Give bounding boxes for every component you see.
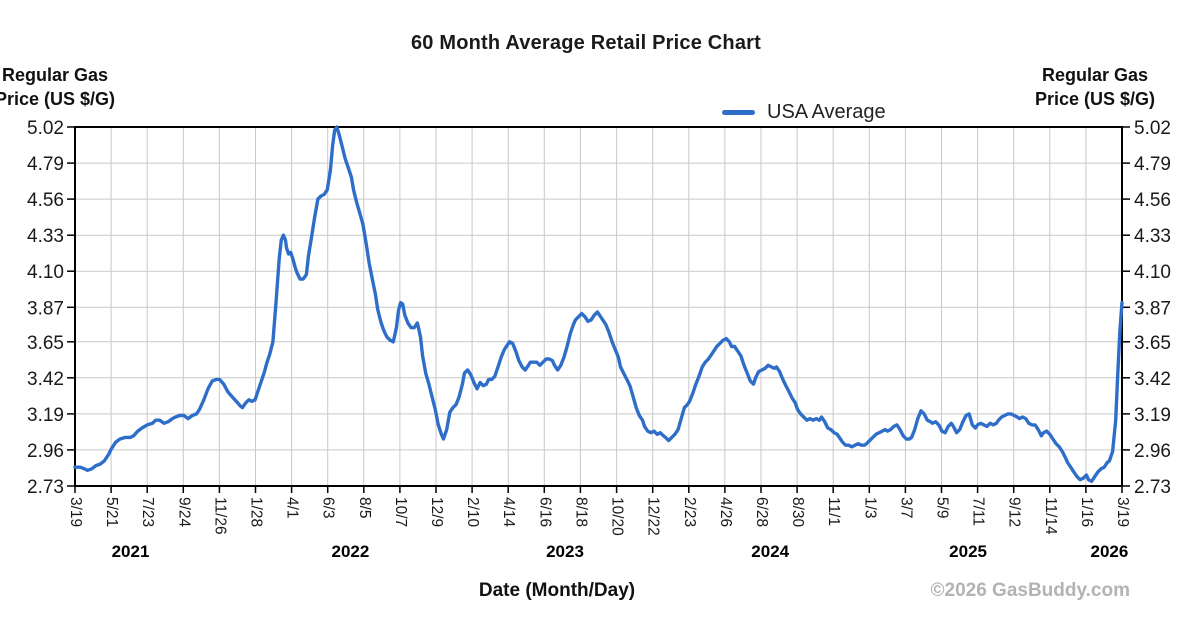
- year-label: 2025: [949, 542, 987, 561]
- y-tick-label: 4.56: [1134, 190, 1171, 211]
- x-tick-label: 3/19: [1114, 497, 1131, 527]
- x-tick-label: 10/7: [392, 497, 409, 527]
- legend-line-swatch: [722, 110, 755, 115]
- year-labels: 2021 2022 2023 2024 2025 2026: [112, 542, 1129, 561]
- left-y-axis-title: Regular Gas Price (US $/G): [0, 63, 135, 111]
- x-tick-label: 3/19: [67, 497, 84, 527]
- x-tick-label: 8/30: [789, 497, 806, 528]
- year-label: 2024: [751, 542, 789, 561]
- year-label: 2023: [546, 542, 584, 561]
- x-axis-labels: 3/19 5/21 7/23 9/24 11/26 1/28 4/1 6/3 8/5 10/7 12…: [67, 497, 1131, 536]
- x-tick-label: 4/1: [284, 497, 301, 519]
- right-y-axis-title: Regular Gas Price (US $/G): [1010, 63, 1180, 111]
- legend: USA Average: [722, 101, 886, 124]
- x-tick-label: 12/9: [428, 497, 445, 527]
- y-tick-label: 4.33: [27, 226, 64, 247]
- x-tick-label: 11/14: [1042, 497, 1059, 535]
- year-label: 2022: [331, 542, 369, 561]
- x-tick-label: 8/18: [572, 497, 589, 527]
- x-tick-label: 9/24: [175, 497, 192, 528]
- x-tick-label: 2/23: [681, 497, 698, 527]
- y-tick-label: 2.96: [1134, 441, 1171, 462]
- y-tick-label: 3.87: [1134, 298, 1171, 319]
- y-tick-label: 4.10: [1134, 262, 1171, 283]
- plot-border: [74, 126, 1123, 487]
- y-tick-label: 4.56: [27, 190, 64, 211]
- x-tick-label: 7/11: [970, 497, 987, 526]
- x-tick-label: 11/1: [825, 497, 842, 526]
- x-tick-label: 1/28: [248, 497, 265, 527]
- x-tick-label: 3/7: [897, 497, 914, 519]
- x-tick-label: 6/28: [753, 497, 770, 527]
- x-tick-label: 8/5: [356, 497, 373, 519]
- x-tick-label: 5/9: [934, 497, 951, 519]
- x-tick-label: 4/26: [717, 497, 734, 527]
- x-tick-label: 9/12: [1006, 497, 1023, 527]
- y-tick-label: 2.73: [27, 477, 64, 498]
- y-tick-label: 3.87: [27, 298, 64, 319]
- year-label: 2026: [1090, 542, 1128, 561]
- y-tick-label: 4.79: [1134, 154, 1171, 175]
- y-tick-label: 3.65: [27, 333, 64, 354]
- x-tick-label: 2/10: [464, 497, 481, 528]
- x-tick-label: 7/23: [139, 497, 156, 527]
- year-label: 2021: [112, 542, 150, 561]
- x-tick-label: 1/3: [861, 497, 878, 519]
- x-tick-label: 12/22: [645, 497, 662, 536]
- x-tick-label: 5/21: [103, 497, 120, 527]
- y-axis-labels-right: 2.73 2.96 3.19 3.42 3.65 3.87 4.10 4.33 4.56 4.79…: [1134, 118, 1171, 498]
- left-y-axis-title-line2: Price (US $/G): [0, 89, 116, 109]
- y-tick-label: 4.33: [1134, 226, 1171, 247]
- y-tick-label: 3.65: [1134, 333, 1171, 354]
- y-tick-label: 4.79: [27, 154, 64, 175]
- page-title: 60 Month Average Retail Price Chart: [410, 32, 762, 54]
- x-tick-label: 10/20: [609, 497, 626, 536]
- right-y-axis-title-line1: Regular Gas: [1041, 65, 1149, 85]
- left-y-axis-title-line1: Regular Gas: [1, 65, 109, 85]
- y-axis-labels-left: 2.73 2.96 3.19 3.42 3.65 3.87 4.10 4.33 4.56 4.79…: [27, 118, 64, 498]
- y-tick-label: 3.42: [1134, 369, 1171, 390]
- right-y-axis-title-line2: Price (US $/G): [1034, 89, 1156, 109]
- y-tick-label: 3.42: [27, 369, 64, 390]
- y-tick-label: 3.19: [1134, 405, 1171, 426]
- copyright-watermark: ©2026 GasBuddy.com: [930, 580, 1131, 601]
- y-tick-label: 5.02: [1134, 118, 1171, 139]
- x-axis-title: Date (Month/Day): [478, 580, 636, 601]
- x-tick-label: 1/16: [1078, 497, 1095, 527]
- gridlines: [75, 127, 1122, 486]
- legend-series-label: USA Average: [767, 101, 886, 123]
- y-tick-label: 4.10: [27, 262, 64, 283]
- y-tick-label: 5.02: [27, 118, 64, 139]
- y-tick-label: 2.96: [27, 441, 64, 462]
- x-tick-label: 6/3: [320, 497, 337, 519]
- y-tick-label: 3.19: [27, 405, 64, 426]
- y-tick-label: 2.73: [1134, 477, 1171, 498]
- x-tick-label: 6/16: [536, 497, 553, 527]
- x-tick-label: 4/14: [500, 497, 517, 528]
- usa-average-line: [73, 125, 1124, 483]
- axis-tick-marks: [67, 126, 1130, 493]
- x-tick-label: 11/26: [211, 497, 228, 535]
